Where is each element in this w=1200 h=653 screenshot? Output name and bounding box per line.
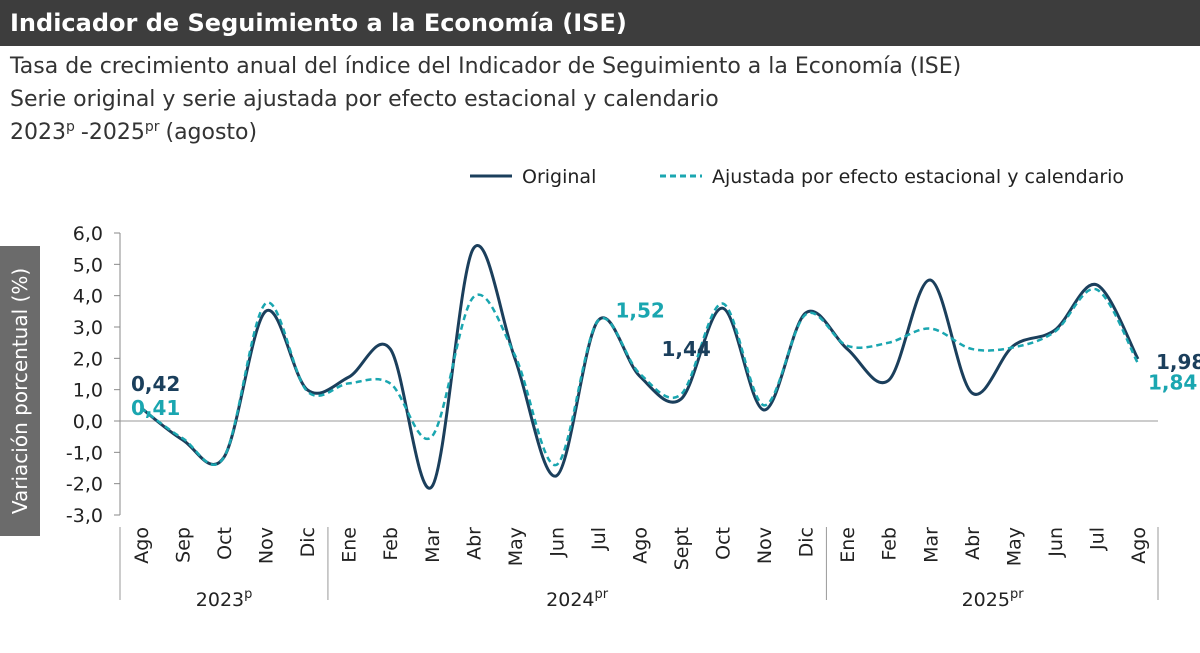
data-label: 1,52 (615, 298, 664, 322)
x-tick-label: Ago (1128, 527, 1150, 564)
x-tick-label: Dic (796, 527, 818, 557)
x-tick-label: Sep (173, 527, 195, 563)
legend-label: Ajustada por efecto estacional y calenda… (712, 166, 1124, 188)
group-year: 2023 (196, 589, 244, 611)
y-tick-label: 1,0 (73, 380, 103, 402)
data-label: 1,44 (661, 337, 710, 361)
x-tick-label: Jul (588, 527, 610, 551)
y-tick-label: -3,0 (66, 505, 103, 527)
x-tick-label: Dic (297, 527, 319, 557)
x-tick-label: Feb (380, 527, 402, 561)
legend-label: Original (522, 166, 596, 188)
x-tick-label: Mar (920, 527, 942, 563)
y-tick-label: 6,0 (73, 223, 103, 245)
x-tick-label: Sept (671, 527, 693, 570)
chart-title: Indicador de Seguimiento a la Economía (… (10, 9, 627, 37)
data-label: 0,42 (131, 372, 180, 396)
period-sup: pr (145, 119, 160, 135)
data-label: 1,84 (1148, 370, 1197, 394)
period-start: 2023 (10, 120, 66, 145)
x-tick-label: Jun (546, 527, 568, 558)
y-axis-label: Variación porcentual (%) (8, 268, 32, 514)
x-tick-label: Ago (629, 527, 651, 564)
group-sup: p (244, 587, 252, 602)
period-note: (agosto) (165, 120, 257, 145)
x-tick-label: Abr (463, 527, 485, 560)
group-year: 2024 (546, 589, 594, 611)
group-label: 2023p (196, 587, 253, 611)
x-tick-label: Oct (713, 527, 735, 560)
x-tick-label: May (505, 527, 527, 566)
x-tick-label: Feb (879, 527, 901, 561)
subtitle: Serie original y serie ajustada por efec… (10, 87, 719, 112)
group-label: 2024pr (546, 587, 609, 611)
x-tick-label: Mar (422, 527, 444, 563)
group-year: 2025 (962, 589, 1010, 611)
subtitle: Tasa de crecimiento anual del índice del… (9, 54, 961, 79)
title-bar (0, 0, 1200, 46)
x-tick-label: Oct (214, 527, 236, 560)
x-tick-label: Nov (754, 527, 776, 564)
series-line (140, 287, 1140, 467)
y-tick-label: 5,0 (73, 254, 103, 276)
data-label: 0,41 (131, 396, 180, 420)
y-tick-label: 0,0 (73, 411, 103, 433)
data-label: 1,98 (1156, 350, 1200, 374)
group-sup: pr (1010, 587, 1024, 602)
period: 2023p -2025pr (agosto) (10, 119, 257, 145)
y-label-box (0, 246, 40, 536)
y-tick-label: 2,0 (73, 348, 103, 370)
x-tick-label: Ene (837, 527, 859, 563)
group-sup: pr (595, 587, 609, 602)
period-sup: p (66, 119, 75, 135)
x-tick-label: Jun (1045, 527, 1067, 558)
y-tick-label: -2,0 (66, 474, 103, 496)
y-tick-label: 3,0 (73, 317, 103, 339)
y-tick-label: 4,0 (73, 286, 103, 308)
series-line (140, 244, 1140, 490)
x-tick-label: Nov (256, 527, 278, 564)
y-tick-label: -1,0 (66, 442, 103, 464)
period-end: -2025 (81, 120, 145, 145)
x-tick-label: Abr (962, 527, 984, 560)
x-tick-label: Jul (1086, 527, 1108, 551)
x-tick-label: Ene (339, 527, 361, 563)
x-tick-label: Ago (131, 527, 153, 564)
group-label: 2025pr (962, 587, 1025, 611)
x-tick-label: May (1003, 527, 1025, 566)
